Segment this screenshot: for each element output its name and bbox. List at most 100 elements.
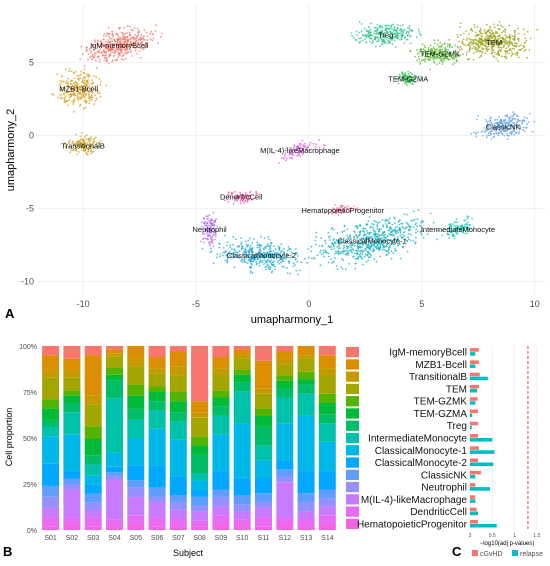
umap-point bbox=[402, 246, 404, 249]
umap-point bbox=[108, 42, 111, 45]
umap-point bbox=[270, 262, 273, 265]
umap-point bbox=[59, 85, 62, 87]
umap-point bbox=[427, 49, 430, 51]
umap-point bbox=[464, 226, 467, 228]
umap-point bbox=[271, 263, 274, 266]
umap-point bbox=[213, 238, 216, 241]
umap-point bbox=[70, 88, 72, 90]
umap-point bbox=[380, 228, 383, 231]
umap-point bbox=[242, 197, 245, 200]
umap-point bbox=[382, 246, 385, 249]
umap-point bbox=[491, 49, 494, 52]
umap-y-tick-label: 5 bbox=[29, 57, 34, 67]
umap-point bbox=[87, 150, 90, 153]
umap-point bbox=[80, 45, 83, 48]
umap-point bbox=[448, 237, 450, 240]
umap-point bbox=[96, 89, 98, 92]
proportion-bar-segment bbox=[42, 496, 60, 508]
proportion-bar-segment bbox=[212, 368, 230, 376]
proportion-bar-segment bbox=[148, 502, 166, 518]
proportion-bar-segment bbox=[255, 408, 272, 416]
umap-point bbox=[118, 52, 120, 55]
proportion-bar-segment bbox=[233, 349, 251, 355]
umap-point bbox=[146, 39, 149, 41]
umap-point bbox=[341, 204, 344, 207]
umap-point bbox=[240, 198, 243, 201]
umap-point bbox=[422, 53, 425, 56]
umap-point bbox=[90, 46, 93, 49]
umap-point bbox=[497, 115, 500, 118]
umap-point bbox=[501, 26, 504, 28]
proportion-bar-segment bbox=[148, 526, 166, 530]
umap-point bbox=[267, 238, 270, 241]
umap-point bbox=[407, 26, 409, 29]
umap-point bbox=[378, 240, 381, 243]
umap-point bbox=[471, 217, 473, 220]
umap-point bbox=[433, 61, 436, 64]
umap-point bbox=[229, 244, 232, 247]
umap-point bbox=[406, 78, 409, 81]
umap-point bbox=[385, 219, 388, 222]
umap-point bbox=[493, 51, 496, 54]
umap-point bbox=[397, 232, 399, 234]
umap-point bbox=[92, 58, 94, 60]
umap-point bbox=[275, 254, 278, 256]
umap-point bbox=[340, 250, 343, 253]
umap-point bbox=[258, 251, 260, 254]
umap-point bbox=[467, 215, 470, 218]
proportion-bar-segment bbox=[63, 524, 81, 530]
umap-point bbox=[208, 243, 211, 246]
umap-point bbox=[388, 246, 391, 249]
umap-point bbox=[512, 111, 515, 114]
umap-point bbox=[209, 234, 212, 237]
umap-point bbox=[222, 251, 225, 254]
umap-point bbox=[493, 34, 495, 36]
umap-point bbox=[412, 226, 415, 228]
umap-point bbox=[267, 236, 269, 238]
umap-point bbox=[139, 47, 142, 50]
umap-point bbox=[486, 46, 488, 48]
umap-point bbox=[91, 151, 94, 154]
umap-point bbox=[287, 245, 290, 248]
umap-point bbox=[500, 36, 503, 39]
umap-point bbox=[357, 247, 359, 249]
umap-point bbox=[120, 50, 122, 53]
umap-point bbox=[117, 41, 119, 44]
umap-point bbox=[383, 36, 386, 39]
umap-point bbox=[244, 200, 247, 203]
umap-point bbox=[477, 43, 480, 46]
umap-point bbox=[426, 233, 429, 236]
umap-point bbox=[226, 241, 229, 244]
umap-point bbox=[410, 75, 413, 78]
umap-point bbox=[511, 52, 514, 55]
umap-point bbox=[66, 89, 68, 92]
umap-point bbox=[242, 258, 244, 261]
umap-point bbox=[126, 38, 129, 41]
proportion-x-tick-label: S03 bbox=[87, 535, 100, 542]
umap-point bbox=[510, 42, 513, 45]
pvalue-category-label: ClassicalMonocyte-1 bbox=[375, 446, 468, 457]
umap-point bbox=[336, 209, 339, 212]
proportion-legend-key bbox=[346, 445, 359, 456]
umap-point bbox=[222, 247, 225, 249]
umap-point bbox=[112, 51, 114, 54]
proportion-bar-segment bbox=[276, 388, 294, 398]
umap-point bbox=[372, 248, 375, 250]
proportion-legend-key bbox=[346, 469, 359, 480]
umap-point bbox=[399, 38, 401, 41]
umap-point bbox=[390, 257, 393, 260]
proportion-bar-segment bbox=[127, 524, 145, 530]
umap-point bbox=[364, 238, 367, 241]
umap-point bbox=[268, 248, 271, 251]
umap-point bbox=[117, 47, 120, 50]
proportion-bar-segment bbox=[148, 401, 166, 411]
umap-point bbox=[96, 84, 99, 87]
umap-point bbox=[94, 94, 96, 97]
umap-point bbox=[374, 237, 377, 240]
umap-point bbox=[366, 251, 369, 254]
umap-point bbox=[302, 144, 305, 146]
umap-point bbox=[70, 70, 73, 72]
umap-point bbox=[401, 71, 403, 73]
umap-point bbox=[242, 199, 244, 202]
umap-point bbox=[337, 252, 340, 255]
